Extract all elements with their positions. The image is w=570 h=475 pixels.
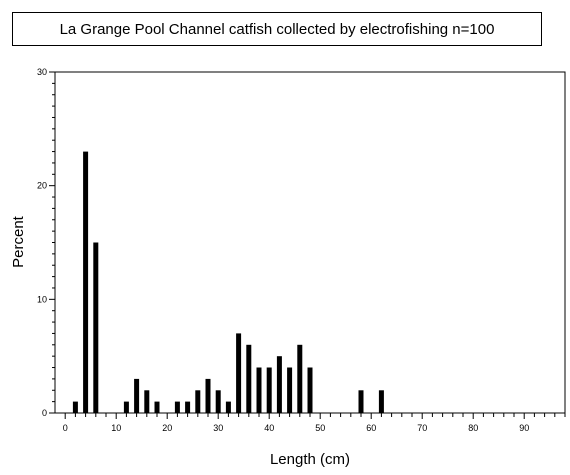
x-tick-label: 60 <box>366 423 376 433</box>
bar-46 <box>297 344 303 413</box>
bar-34 <box>236 333 242 413</box>
plot-border <box>54 71 566 414</box>
bar-24 <box>185 401 191 413</box>
bar-2 <box>72 401 78 413</box>
x-tick-label: 50 <box>315 423 325 433</box>
bar-26 <box>195 390 201 413</box>
bar-16 <box>144 390 150 413</box>
y-tick-label: 0 <box>42 408 47 418</box>
chart-title-box: La Grange Pool Channel catfish collected… <box>12 12 542 46</box>
x-tick-label: 20 <box>162 423 172 433</box>
x-tick-label: 90 <box>519 423 529 433</box>
bar-12 <box>123 401 129 413</box>
bars-group <box>72 151 384 413</box>
bar-44 <box>287 367 293 413</box>
x-tick-label: 10 <box>111 423 121 433</box>
bar-48 <box>307 367 313 413</box>
y-axis-label: Percent <box>10 215 27 268</box>
bar-30 <box>215 390 221 413</box>
bar-36 <box>246 344 252 413</box>
bar-14 <box>134 378 140 413</box>
y-tick-label: 30 <box>37 67 47 77</box>
x-axis-label: Length (cm) <box>270 451 350 468</box>
x-tick-label: 30 <box>213 423 223 433</box>
x-tick-label: 0 <box>63 423 68 433</box>
bar-42 <box>276 356 282 413</box>
x-tick-label: 70 <box>417 423 427 433</box>
bar-40 <box>266 367 272 413</box>
plot-frame <box>54 71 566 414</box>
bar-28 <box>205 378 211 413</box>
y-tick-label: 10 <box>37 294 47 304</box>
y-tick-label: 20 <box>37 181 47 191</box>
bar-22 <box>174 401 180 413</box>
x-tick-label: 80 <box>468 423 478 433</box>
bar-62 <box>378 390 384 413</box>
x-axis: 0 10 20 30 40 50 60 70 80 90 <box>63 413 566 433</box>
y-axis: 0 10 20 30 <box>37 67 55 418</box>
x-tick-label: 40 <box>264 423 274 433</box>
bar-32 <box>225 401 231 413</box>
bar-4 <box>83 151 89 413</box>
bar-18 <box>154 401 160 413</box>
bar-6 <box>93 242 99 413</box>
chart-title: La Grange Pool Channel catfish collected… <box>59 20 495 38</box>
bar-38 <box>256 367 262 413</box>
bar-58 <box>358 390 364 413</box>
